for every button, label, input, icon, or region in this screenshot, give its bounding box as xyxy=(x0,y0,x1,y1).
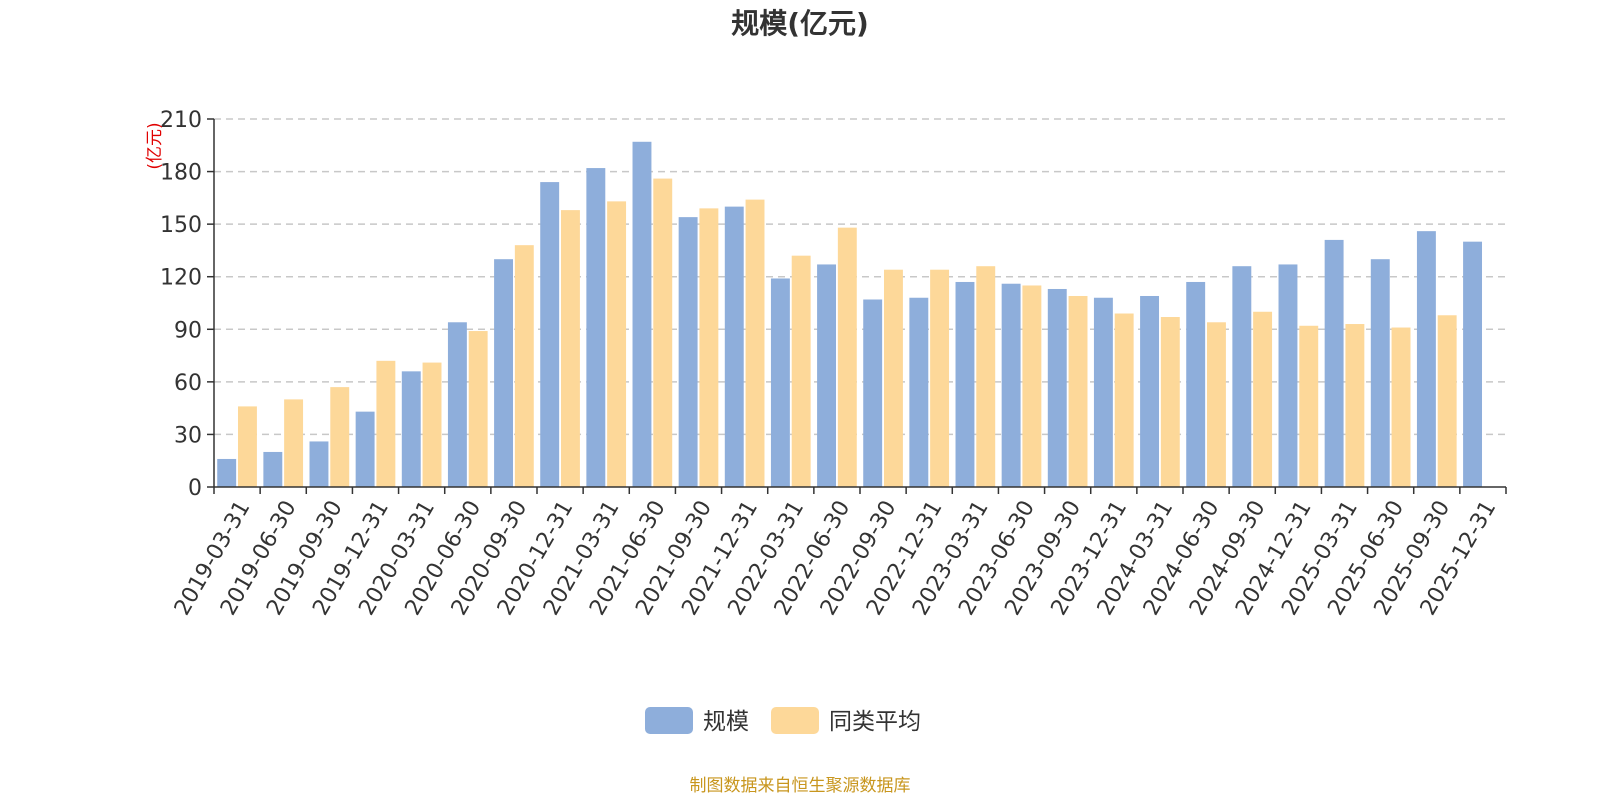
bar-scale[interactable] xyxy=(1324,239,1344,487)
bar-peer-average[interactable] xyxy=(1068,295,1088,487)
bar-peer-average[interactable] xyxy=(1437,315,1457,487)
bar-peer-average[interactable] xyxy=(422,362,442,487)
bar-scale[interactable] xyxy=(1463,241,1483,487)
bar-peer-average[interactable] xyxy=(1253,311,1273,487)
bar-scale[interactable] xyxy=(1232,266,1252,487)
bar-scale[interactable] xyxy=(355,411,375,487)
bar-peer-average[interactable] xyxy=(330,387,350,487)
bar-scale[interactable] xyxy=(1186,281,1206,487)
bar-peer-average[interactable] xyxy=(930,269,950,487)
bar-scale[interactable] xyxy=(1278,264,1298,487)
bar-peer-average[interactable] xyxy=(468,331,488,487)
y-tick-label: 0 xyxy=(188,476,202,501)
legend-label: 同类平均 xyxy=(829,709,921,735)
bars xyxy=(217,141,1483,488)
bar-scale[interactable] xyxy=(217,458,237,487)
bar-scale[interactable] xyxy=(909,297,929,487)
bar-scale[interactable] xyxy=(540,182,560,488)
legend-swatch xyxy=(771,707,819,734)
bar-peer-average[interactable] xyxy=(376,360,396,487)
bar-scale[interactable] xyxy=(1140,295,1160,487)
bar-peer-average[interactable] xyxy=(1114,313,1134,487)
source-note: 制图数据来自恒生聚源数据库 xyxy=(690,776,911,796)
bar-scale[interactable] xyxy=(447,322,467,487)
bar-peer-average[interactable] xyxy=(791,255,811,487)
bar-scale[interactable] xyxy=(1093,297,1113,487)
bar-peer-average[interactable] xyxy=(514,245,534,487)
bar-scale[interactable] xyxy=(309,441,329,487)
y-tick-label: 210 xyxy=(160,108,202,133)
bar-peer-average[interactable] xyxy=(653,178,673,488)
bar-scale[interactable] xyxy=(770,278,790,487)
bar-peer-average[interactable] xyxy=(976,266,996,487)
bar-peer-average[interactable] xyxy=(284,399,304,487)
legend-item[interactable]: 同类平均 xyxy=(771,707,921,735)
bar-peer-average[interactable] xyxy=(745,199,765,487)
bar-peer-average[interactable] xyxy=(1160,317,1180,487)
bar-scale[interactable] xyxy=(955,281,975,487)
legend[interactable]: 规模 同类平均 xyxy=(645,707,921,735)
bar-peer-average[interactable] xyxy=(560,210,580,487)
legend-label: 规模 xyxy=(703,709,749,735)
y-tick-label: 30 xyxy=(174,423,202,448)
bar-scale[interactable] xyxy=(678,217,698,487)
bar-scale[interactable] xyxy=(1370,259,1390,487)
bar-peer-average[interactable] xyxy=(837,227,857,487)
bar-peer-average[interactable] xyxy=(1299,325,1319,487)
y-tick-label: 90 xyxy=(174,318,202,343)
bar-peer-average[interactable] xyxy=(1206,322,1226,487)
y-tick-label: 60 xyxy=(174,371,202,396)
bar-peer-average[interactable] xyxy=(607,201,627,487)
bar-scale[interactable] xyxy=(863,299,883,487)
bar-peer-average[interactable] xyxy=(1391,327,1411,487)
bar-scale[interactable] xyxy=(401,371,421,487)
y-tick-label: 120 xyxy=(160,266,202,291)
bar-scale[interactable] xyxy=(817,264,837,487)
bar-peer-average[interactable] xyxy=(237,406,257,487)
legend-item[interactable]: 规模 xyxy=(645,707,749,735)
bar-scale[interactable] xyxy=(1047,288,1067,487)
y-tick-label: 180 xyxy=(160,161,202,186)
bar-scale[interactable] xyxy=(494,259,514,487)
y-tick-label: 150 xyxy=(160,213,202,238)
y-axis-unit-label: (亿元) xyxy=(145,122,165,169)
bar-scale[interactable] xyxy=(724,206,744,487)
bar-peer-average[interactable] xyxy=(883,269,903,487)
bar-scale[interactable] xyxy=(586,168,606,488)
bar-scale[interactable] xyxy=(263,451,283,487)
bar-scale[interactable] xyxy=(632,141,652,487)
bar-scale[interactable] xyxy=(1416,231,1436,487)
chart-title: 规模(亿元) xyxy=(731,7,869,40)
bar-scale[interactable] xyxy=(1001,283,1021,487)
legend-swatch xyxy=(645,707,693,734)
bar-peer-average[interactable] xyxy=(1345,324,1365,487)
bar-peer-average[interactable] xyxy=(1022,285,1042,487)
bar-peer-average[interactable] xyxy=(699,208,719,487)
